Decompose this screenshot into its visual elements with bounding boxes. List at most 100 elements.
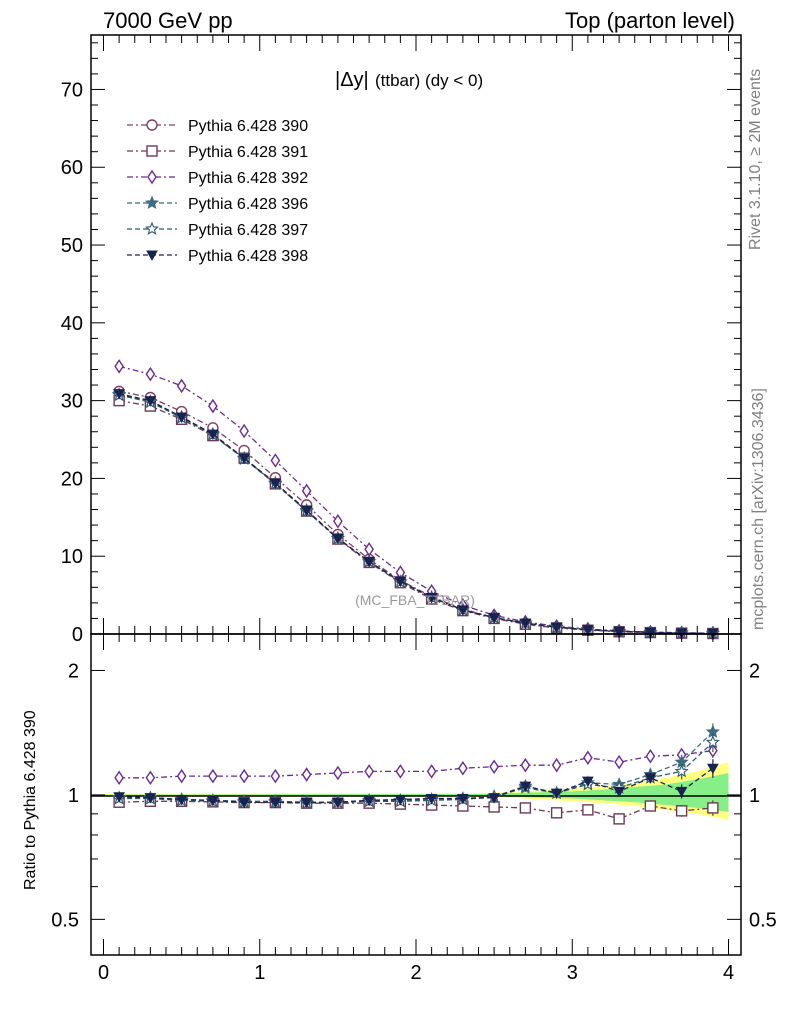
main-title: |Δy| (ttbar) (dy < 0) bbox=[335, 69, 483, 91]
data-point bbox=[394, 576, 407, 588]
ratio-uncertainty-bands bbox=[103, 762, 729, 820]
data-point bbox=[113, 792, 125, 803]
data-point bbox=[582, 804, 594, 816]
header-left: 7000 GeV pp bbox=[103, 8, 233, 33]
data-point bbox=[675, 786, 688, 798]
y-tick-label: 30 bbox=[61, 391, 83, 413]
data-point bbox=[238, 453, 250, 465]
data-point bbox=[614, 754, 624, 770]
data-point bbox=[550, 807, 563, 819]
data-point bbox=[644, 773, 657, 784]
data-point bbox=[147, 169, 157, 185]
side-labels: Rivet 3.1.10, ≥ 2M events mcplots.cern.c… bbox=[747, 69, 767, 630]
data-point bbox=[176, 378, 187, 394]
data-point bbox=[613, 813, 625, 825]
y-tick-label: 0 bbox=[72, 624, 83, 646]
data-point bbox=[675, 805, 688, 817]
data-point bbox=[550, 622, 563, 634]
data-point bbox=[705, 734, 720, 749]
data-point bbox=[333, 765, 343, 781]
title-main: |Δy| bbox=[335, 69, 369, 91]
data-point bbox=[333, 513, 343, 529]
data-point bbox=[519, 781, 532, 793]
data-point bbox=[458, 760, 468, 776]
data-point bbox=[645, 749, 656, 764]
data-point bbox=[426, 764, 437, 779]
header: 7000 GeV pp Top (parton level) bbox=[103, 8, 735, 33]
data-point bbox=[144, 195, 160, 210]
data-point bbox=[364, 764, 374, 779]
data-point bbox=[175, 412, 188, 423]
legend-entry: Pythia 6.428 397 bbox=[127, 221, 308, 239]
series-line bbox=[118, 392, 713, 634]
data-point bbox=[613, 786, 625, 798]
data-point bbox=[363, 795, 375, 807]
ratio-series-pythia-6-428-398 bbox=[113, 759, 719, 809]
legend-label: Pythia 6.428 391 bbox=[188, 144, 308, 161]
x-tick-label: 0 bbox=[98, 962, 109, 984]
data-point bbox=[208, 768, 218, 784]
data-point bbox=[395, 764, 406, 779]
ratio-line bbox=[119, 749, 713, 779]
data-point bbox=[144, 221, 160, 236]
data-point bbox=[425, 592, 438, 604]
y-tick-label: 70 bbox=[61, 79, 83, 101]
data-point bbox=[301, 767, 312, 782]
legend-label: Pythia 6.428 392 bbox=[188, 170, 308, 187]
ratio-series-pythia-6-428-392 bbox=[114, 743, 718, 786]
legend-entry: Pythia 6.428 396 bbox=[127, 195, 308, 213]
data-point bbox=[519, 802, 532, 814]
x-tick-label: 2 bbox=[410, 962, 421, 984]
data-point bbox=[270, 453, 281, 468]
y-tick-label: 10 bbox=[61, 546, 83, 568]
data-point bbox=[269, 478, 282, 490]
ratio-y-tick-label: 0.5 bbox=[51, 909, 79, 931]
legend: Pythia 6.428 390 Pythia 6.428 391 Pythia 6… bbox=[127, 118, 308, 265]
ratio-y-tick-label-right: 2 bbox=[749, 660, 760, 682]
data-point bbox=[457, 794, 469, 805]
ratio-y-tick-label: 1 bbox=[68, 785, 79, 807]
data-point bbox=[239, 423, 249, 439]
ratio-y-tick-label-right: 1 bbox=[749, 785, 760, 807]
data-point bbox=[644, 627, 657, 639]
data-point bbox=[613, 626, 625, 638]
data-point bbox=[145, 770, 156, 786]
data-point bbox=[520, 757, 531, 773]
data-point bbox=[301, 483, 312, 499]
data-point bbox=[175, 794, 188, 806]
data-point bbox=[269, 797, 282, 809]
data-point bbox=[550, 788, 563, 800]
analysis-label: (MC_FBA_TTBAR) bbox=[355, 592, 475, 608]
data-point bbox=[489, 759, 499, 774]
data-point bbox=[332, 533, 344, 545]
data-point bbox=[238, 797, 250, 809]
data-point bbox=[582, 625, 594, 636]
y-tick-label: 20 bbox=[61, 468, 83, 490]
main-axis-ticks: 0 10 20 30 40 50 60 70 bbox=[61, 35, 741, 646]
data-point bbox=[270, 768, 281, 784]
main-panel: 0 10 20 30 40 50 60 70 (MC_FBA_TTBAR) |Δy| (ttb… bbox=[61, 34, 742, 646]
data-point bbox=[144, 396, 157, 407]
data-point bbox=[644, 800, 657, 812]
y-tick-label: 50 bbox=[61, 235, 83, 257]
data-point bbox=[146, 250, 158, 262]
data-point bbox=[208, 398, 218, 414]
data-point bbox=[488, 793, 500, 804]
legend-entry: Pythia 6.428 398 bbox=[127, 248, 308, 265]
data-point bbox=[488, 613, 500, 624]
title-sub: (ttbar) (dy < 0) bbox=[375, 71, 483, 90]
data-point bbox=[519, 618, 532, 630]
data-point bbox=[300, 505, 313, 517]
data-point bbox=[707, 763, 719, 775]
data-point bbox=[113, 389, 125, 400]
ratio-ylabel: Ratio to Pythia 6.428 390 bbox=[22, 710, 39, 890]
ratio-series bbox=[112, 723, 720, 825]
ratio-axis-ticks: 0.5 0.5 1 1 2 2 0 1 2 3 4 bbox=[51, 634, 777, 984]
data-point bbox=[114, 359, 124, 374]
data-point bbox=[207, 429, 219, 441]
data-point bbox=[674, 763, 689, 778]
data-point bbox=[707, 802, 719, 814]
data-point bbox=[207, 795, 219, 807]
legend-entry: Pythia 6.428 391 bbox=[127, 144, 308, 161]
